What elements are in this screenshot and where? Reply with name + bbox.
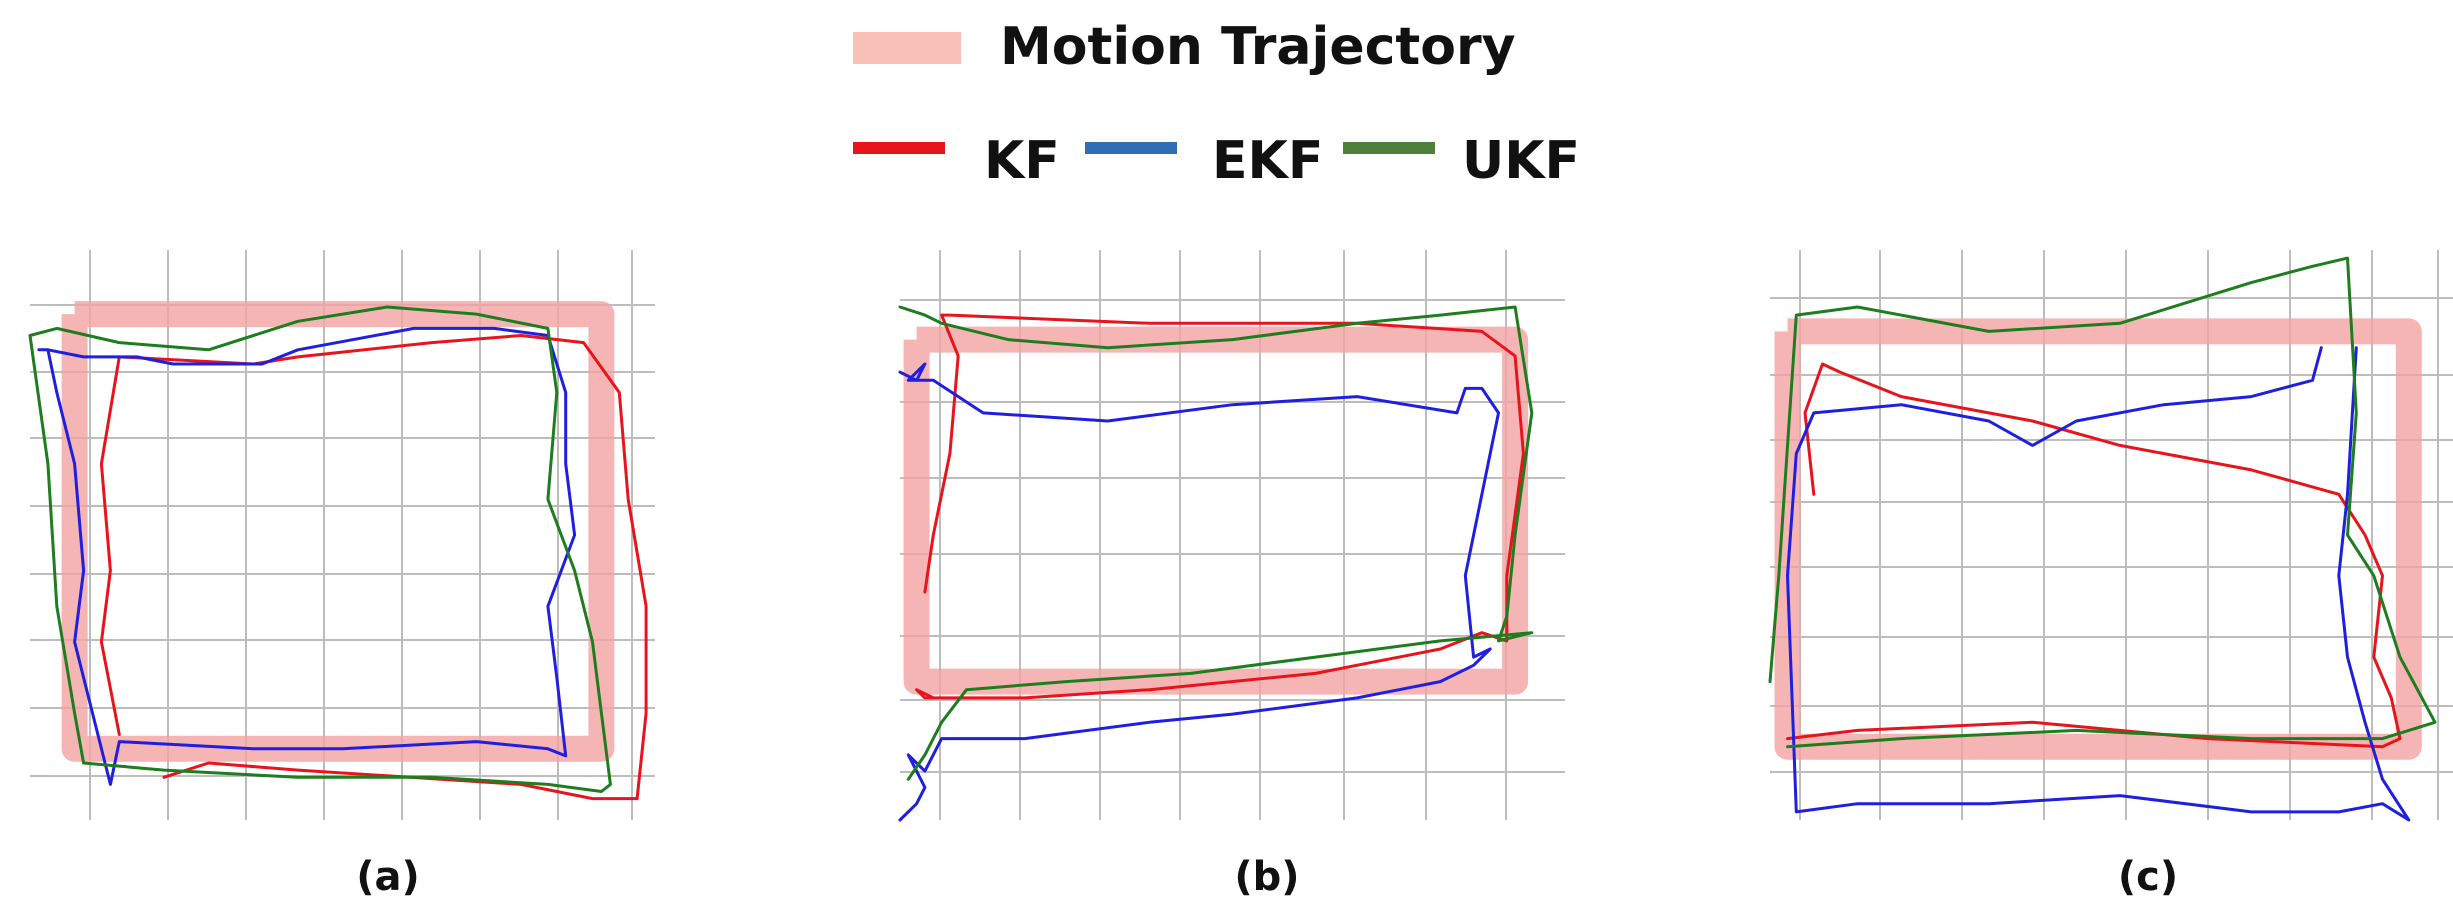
series-ekf-a: [37, 326, 577, 786]
legend-ukf-swatch: [1343, 142, 1435, 154]
caption-a: (a): [356, 854, 420, 900]
legend-ukf-label: UKF: [1462, 131, 1580, 191]
legend-kf-label: KF: [984, 131, 1060, 191]
series-ukf-c: [1768, 256, 2437, 749]
series-ukf-a: [28, 305, 612, 793]
legend-kf-swatch: [853, 142, 945, 154]
caption-b: (b): [1234, 854, 1299, 900]
series-kf-a: [99, 334, 648, 801]
series-ekf-b: [898, 362, 1500, 822]
series-kf-c: [1786, 362, 2402, 749]
panel-c: [1768, 250, 2453, 822]
series-kf-b: [915, 313, 1525, 700]
legend-motion-swatch: [853, 32, 961, 64]
legend-ekf-swatch: [1085, 142, 1177, 154]
series-motion-a: [61, 301, 615, 762]
legend-motion-label: Motion Trajectory: [1000, 17, 1516, 77]
series-motion-b: [903, 326, 1529, 695]
panel-a: [28, 250, 655, 820]
series-ukf-b: [898, 305, 1534, 781]
panel-b: [898, 250, 1565, 822]
legend-ekf-label: EKF: [1212, 131, 1323, 191]
legend: Motion Trajectory KF EKF UKF: [853, 17, 1580, 191]
caption-c: (c): [2118, 854, 2178, 900]
series-ekf-c: [1786, 346, 2411, 822]
